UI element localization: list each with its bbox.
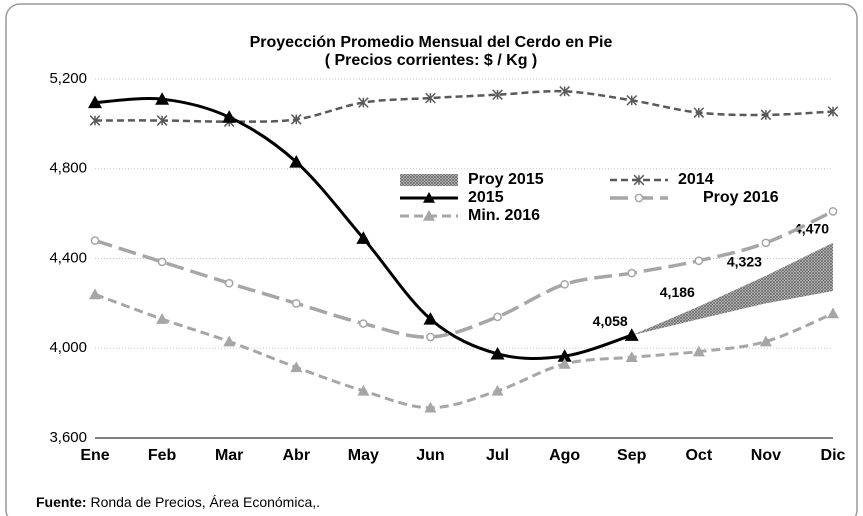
chart-title: Proyección Promedio Mensual del Cerdo en… (250, 34, 613, 51)
marker (222, 110, 237, 123)
y-tick-label: 3,600 (49, 429, 87, 446)
source-label: Fuente: (36, 494, 87, 510)
marker (694, 256, 704, 266)
marker (626, 94, 638, 106)
x-tick-label: Jul (486, 447, 509, 464)
marker (424, 401, 437, 413)
marker (693, 107, 705, 118)
marker (290, 361, 303, 373)
legend-label: 2015 (468, 189, 504, 206)
marker (692, 345, 705, 357)
legend-marker (634, 193, 644, 203)
marker (290, 114, 302, 125)
marker (356, 231, 371, 244)
marker (827, 106, 839, 117)
marker (492, 89, 503, 101)
x-tick-label: Oct (685, 447, 712, 464)
marker (627, 268, 637, 278)
marker (759, 335, 772, 347)
marker (624, 328, 639, 341)
chart-subtitle: ( Precios corrientes: $ / Kg ) (325, 52, 538, 69)
source: Fuente: Ronda de Precios, Área Económica… (36, 494, 320, 510)
marker (156, 313, 169, 324)
marker (359, 319, 368, 328)
data-label: 4,058 (593, 313, 628, 329)
line (94, 209, 834, 339)
marker (155, 92, 170, 105)
marker (558, 357, 571, 369)
marker (88, 95, 102, 109)
x-tick-label: Dic (821, 447, 846, 464)
marker (425, 92, 436, 104)
x-tick-label: Nov (751, 447, 781, 464)
legend-marker (423, 210, 435, 221)
marker (157, 257, 167, 267)
legend-label: 2014 (678, 171, 714, 188)
y-tick-label: 4,400 (49, 249, 87, 266)
marker (156, 115, 168, 126)
x-tick-label: Sep (617, 447, 647, 464)
legend-label: Min. 2016 (468, 207, 540, 224)
marker (625, 351, 638, 363)
source-text: Ronda de Precios, Área Económica,. (90, 494, 320, 510)
area (631, 242, 833, 336)
marker (291, 299, 301, 308)
line (94, 292, 834, 410)
y-tick-label: 4,000 (49, 339, 87, 356)
marker (490, 346, 505, 360)
marker (89, 288, 101, 300)
legend-label: Proy 2016 (703, 189, 779, 206)
y-tick-label: 4,800 (49, 160, 87, 177)
marker (560, 279, 569, 289)
x-tick-label: Feb (148, 447, 177, 464)
marker (358, 97, 369, 108)
marker (827, 307, 839, 319)
marker (559, 86, 570, 97)
legend-label: Proy 2015 (468, 171, 544, 188)
marker (557, 349, 572, 362)
data-label: 4,186 (660, 284, 695, 300)
marker (426, 332, 435, 342)
marker (761, 238, 771, 248)
y-tick-label: 5,200 (49, 70, 87, 87)
x-tick-label: Jun (416, 447, 444, 464)
marker (223, 335, 236, 347)
data-label: 4,323 (727, 253, 762, 269)
marker (89, 115, 101, 126)
frame (5, 3, 858, 516)
legend-swatch (400, 174, 458, 186)
marker (289, 155, 304, 168)
marker (493, 312, 502, 322)
marker (90, 236, 100, 245)
x-tick-label: Ene (80, 447, 109, 464)
legend-marker (423, 192, 435, 203)
marker (224, 278, 234, 288)
marker (760, 109, 772, 121)
marker (423, 312, 438, 325)
x-tick-label: Mar (215, 447, 243, 464)
marker (491, 384, 504, 396)
x-tick-label: May (348, 447, 379, 464)
legend-marker (633, 174, 645, 186)
marker (357, 384, 370, 396)
x-tick-label: Abr (282, 447, 310, 464)
x-tick-label: Ago (549, 447, 580, 464)
marker (828, 207, 838, 216)
